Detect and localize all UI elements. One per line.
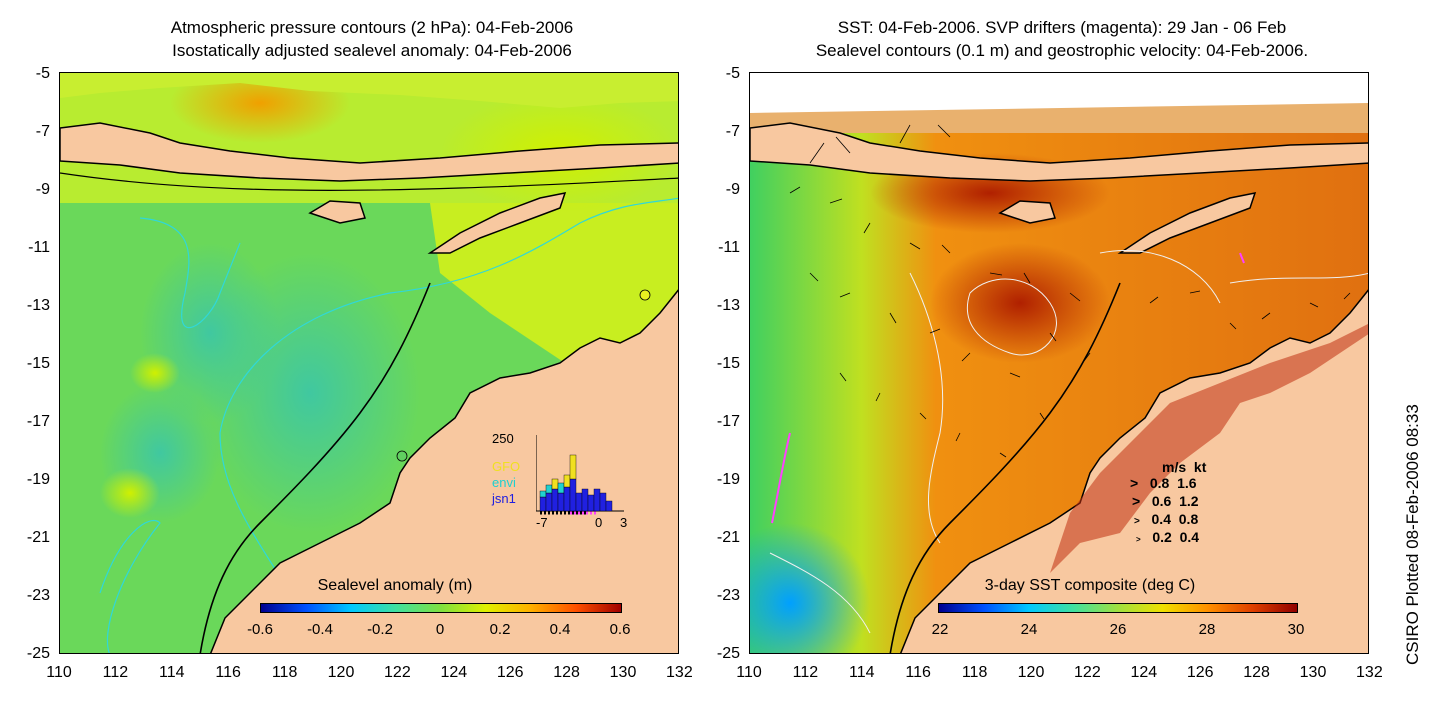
y-tick-label: -19 (26, 471, 50, 488)
y-tick-label: -13 (716, 297, 740, 314)
sst-sumba-island (998, 200, 1056, 224)
y-tick-label: -11 (718, 239, 740, 256)
velocity-legend-row-2: > 0.6 1.2 (1132, 493, 1199, 509)
x-tick-label: 122 (1074, 664, 1101, 681)
x-tick-label: 122 (384, 664, 411, 681)
y-tick-label: -9 (725, 181, 740, 198)
java-coast (60, 73, 678, 108)
x-tick-label: 118 (961, 664, 988, 681)
sst-colorbar-title: 3-day SST composite (deg C) (984, 577, 1196, 594)
x-tick-label: 116 (215, 664, 241, 681)
inset-xtick-0: 0 (595, 515, 603, 530)
vector-icon-large: > (1130, 475, 1139, 491)
sla-tick-4: 0.2 (489, 621, 511, 638)
x-tick-label: 120 (1017, 664, 1045, 681)
y-tick-label: -19 (716, 471, 740, 488)
y-tick-label: -25 (716, 645, 740, 662)
y-tick-label: -21 (716, 529, 740, 546)
sst-tick-2: 26 (1109, 621, 1127, 638)
left-title-line1: Atmospheric pressure contours (2 hPa): 0… (170, 18, 574, 37)
left-title-line2: Isostatically adjusted sealevel anomaly:… (172, 41, 572, 60)
plot-credit: CSIRO Plotted 08-Feb-2006 08:33 (1403, 404, 1422, 665)
y-tick-label: -23 (26, 587, 50, 604)
x-tick-label: 130 (1299, 664, 1327, 681)
velocity-legend-row-4: > 0.2 0.4 (1136, 529, 1200, 545)
y-tick-label: -5 (725, 65, 740, 82)
sst-map: m/s kt > 0.8 1.6 > 0.6 1.2 > 0.4 0.8 > 0… (749, 72, 1369, 654)
y-tick-label: -15 (716, 355, 740, 372)
sst-tick-4: 30 (1287, 621, 1305, 638)
sst-flores-islands (750, 122, 1368, 182)
velocity-legend-row-1: > 0.8 1.6 (1130, 475, 1197, 491)
x-tick-label: 118 (271, 664, 298, 681)
australia-land (210, 289, 678, 653)
y-tick-label: -7 (725, 123, 740, 140)
y-tick-label: -17 (716, 413, 740, 430)
sla-colorbar (260, 603, 622, 613)
geostrophic-velocity-vectors (789, 124, 1351, 458)
y-tick-label: -7 (35, 123, 50, 140)
x-tick-label: 124 (440, 664, 468, 681)
altimeter-histogram (536, 435, 624, 515)
x-tick-label: 120 (327, 664, 355, 681)
sst-timor-island (1117, 192, 1257, 254)
x-tick-label: 112 (792, 664, 819, 681)
inset-xtick-3: 3 (620, 515, 628, 530)
inset-mission-jsn1: jsn1 (492, 491, 516, 506)
sla-tick-0: -0.6 (247, 621, 273, 638)
vector-icon-medium: > (1132, 493, 1141, 509)
sea-level-anomaly-map: 250 GFO envi jsn1 -7 0 3 Sealevel anomal… (59, 72, 679, 654)
y-tick-label: -5 (35, 65, 50, 82)
x-tick-label: 128 (553, 664, 580, 681)
sst-tick-0: 22 (931, 621, 949, 638)
sst-tick-3: 28 (1198, 621, 1216, 638)
y-tick-label: -15 (26, 355, 50, 372)
sla-colorbar-title: Sealevel anomaly (m) (317, 577, 473, 594)
inset-xtick-neg7: -7 (536, 515, 548, 530)
inset-mission-envi: envi (492, 475, 516, 490)
x-tick-label: 132 (666, 664, 693, 681)
sla-tick-1: -0.4 (307, 621, 333, 638)
x-tick-label: 110 (736, 664, 762, 681)
vector-icon-tiny: > (1136, 535, 1141, 544)
inset-mission-gfo: GFO (492, 459, 521, 474)
y-tick-label: -17 (26, 413, 50, 430)
sumba-island (308, 200, 366, 224)
y-tick-label: -21 (26, 529, 50, 546)
x-tick-label: 114 (849, 664, 875, 681)
velocity-legend-header: m/s kt (1162, 459, 1207, 475)
y-tick-label: -13 (26, 297, 50, 314)
x-tick-label: 126 (496, 664, 524, 681)
y-tick-label: -11 (28, 239, 50, 256)
x-tick-label: 132 (1356, 664, 1383, 681)
sla-tick-5: 0.4 (549, 621, 571, 638)
x-tick-label: 116 (905, 664, 931, 681)
x-tick-label: 126 (1186, 664, 1214, 681)
sst-tick-1: 24 (1020, 621, 1038, 638)
y-tick-label: -23 (716, 587, 740, 604)
velocity-legend-row-3: > 0.4 0.8 (1134, 511, 1199, 527)
flores-islands (60, 122, 678, 182)
timor-island (427, 192, 567, 254)
sla-tick-6: 0.6 (609, 621, 631, 638)
x-tick-label: 128 (1243, 664, 1270, 681)
inset-y-top: 250 (492, 431, 514, 446)
sst-map-svg (750, 73, 1368, 653)
vector-icon-small: > (1134, 516, 1140, 527)
right-title-line2: Sealevel contours (0.1 m) and geostrophi… (815, 41, 1309, 60)
x-tick-label: 112 (102, 664, 129, 681)
x-tick-label: 124 (1130, 664, 1158, 681)
right-title-line1: SST: 04-Feb-2006. SVP drifters (magenta)… (837, 18, 1287, 37)
sla-tick-2: -0.2 (367, 621, 393, 638)
x-tick-label: 110 (46, 664, 72, 681)
x-tick-label: 130 (609, 664, 637, 681)
x-tick-label: 114 (159, 664, 185, 681)
sst-colorbar (938, 603, 1298, 613)
sla-tick-3: 0 (435, 621, 445, 638)
y-tick-label: -9 (35, 181, 50, 198)
sla-map-svg (60, 73, 678, 653)
y-tick-label: -25 (26, 645, 50, 662)
